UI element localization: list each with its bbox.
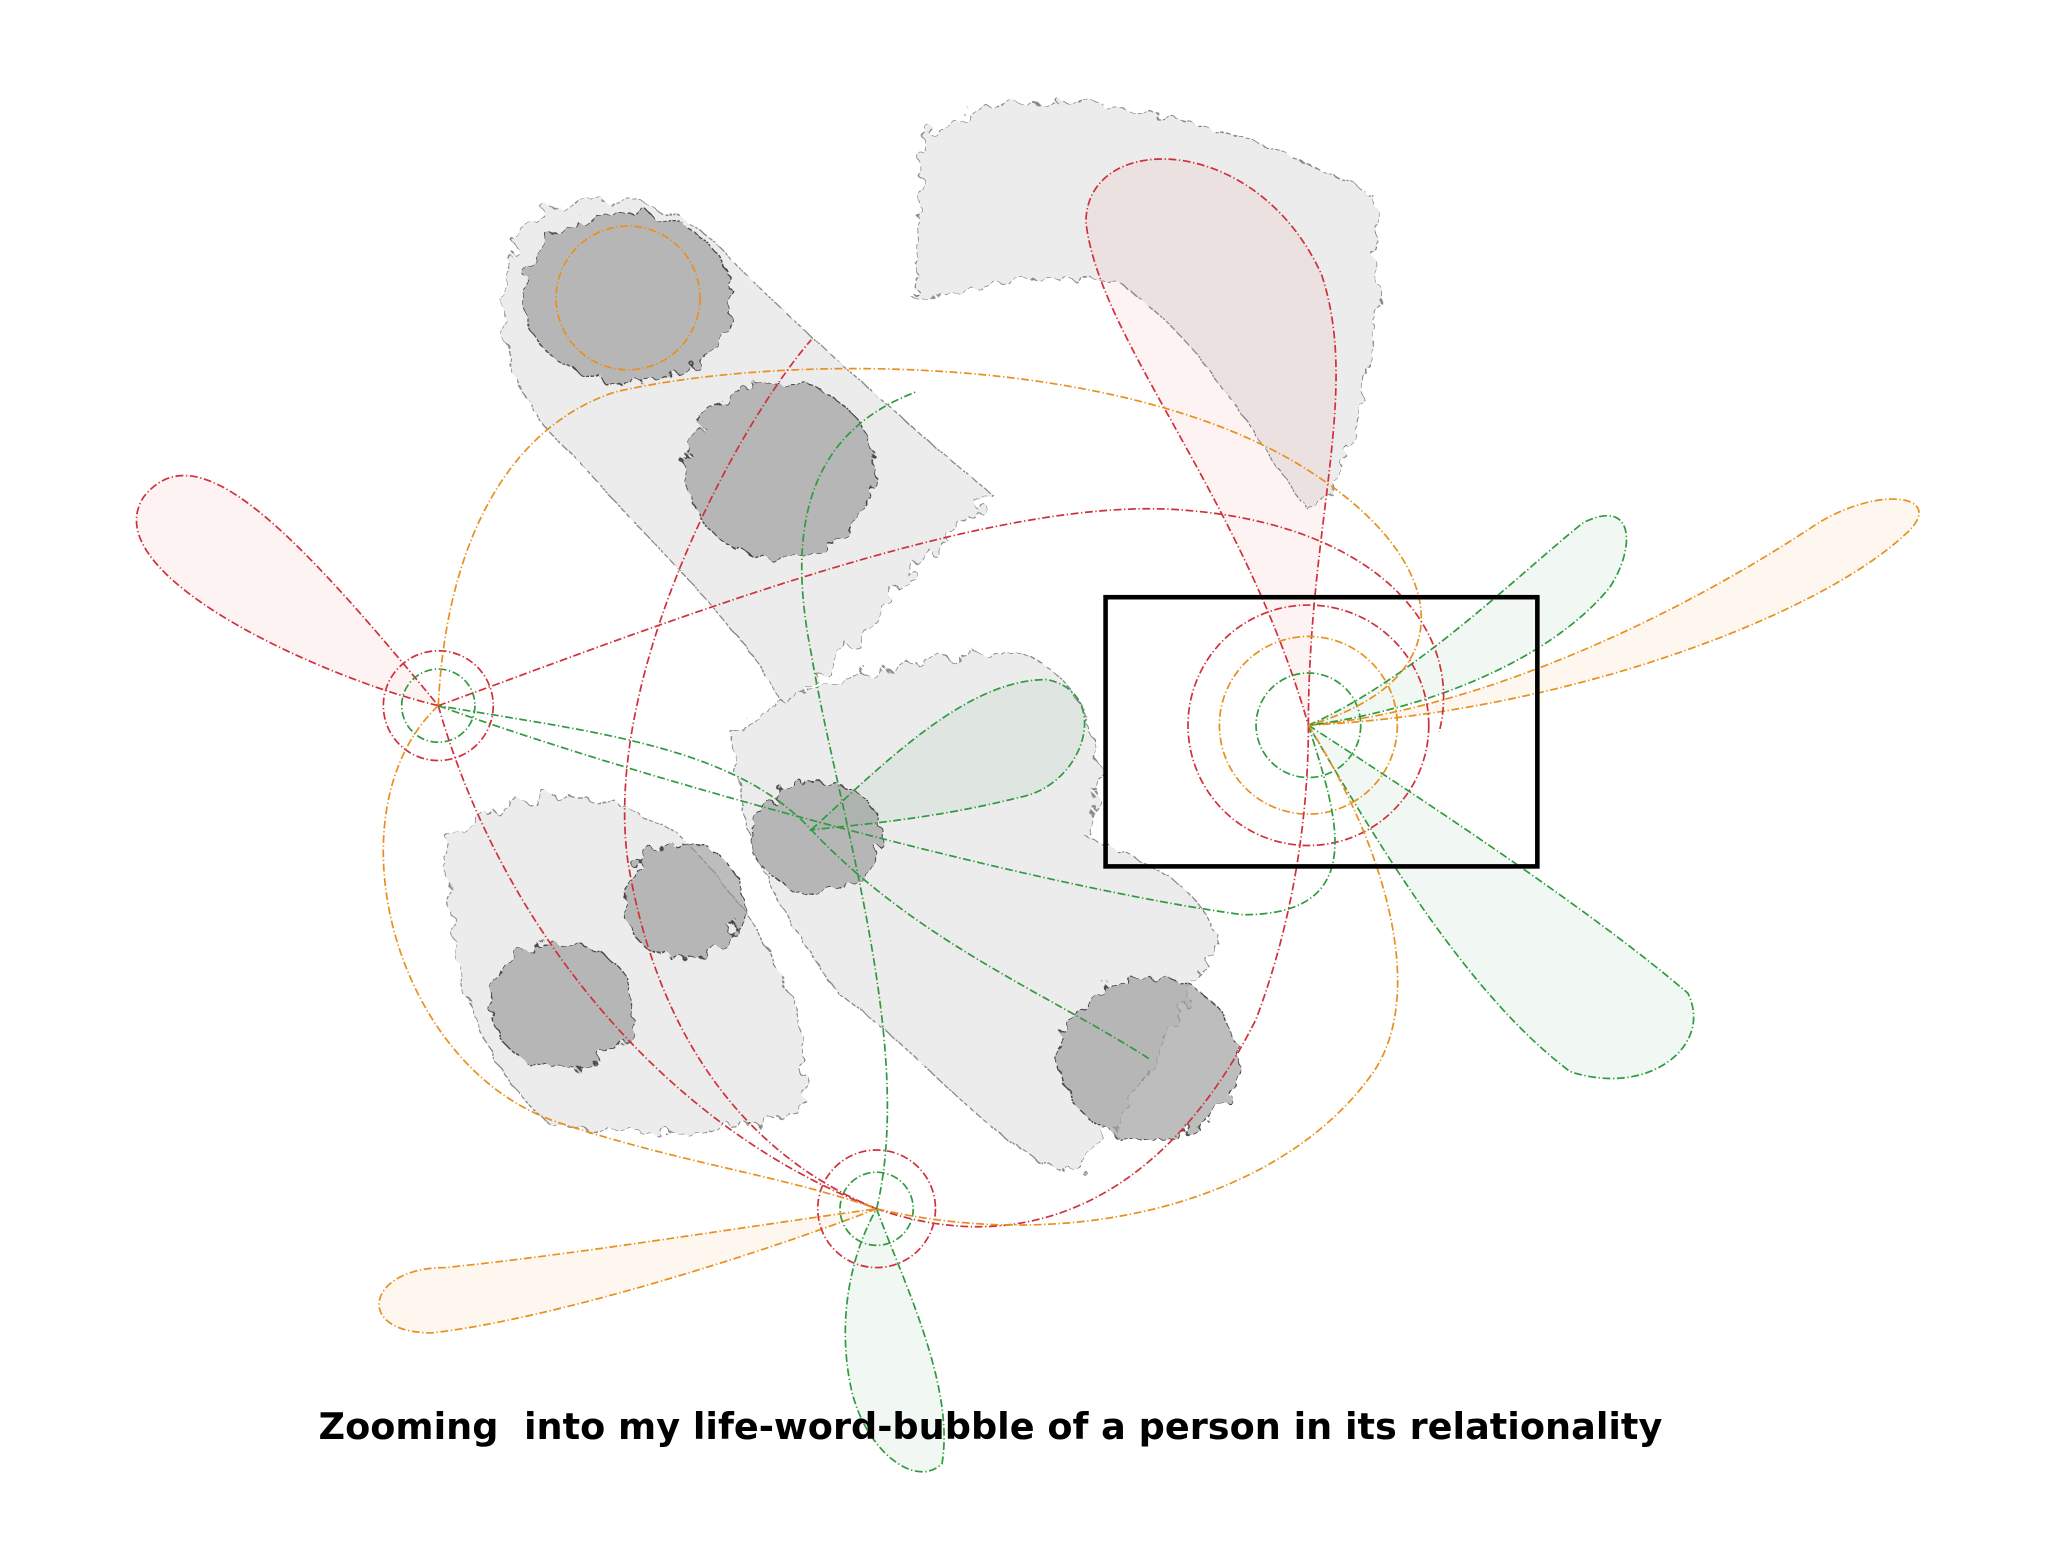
artwork: Zooming into my life-word-bubble of a pe…	[0, 0, 2045, 1542]
blob	[445, 797, 804, 1132]
dark-blob	[624, 843, 742, 961]
red-petal	[1086, 159, 1336, 725]
caption: Zooming into my life-word-bubble of a pe…	[319, 1405, 1663, 1448]
page: Zooming into my life-word-bubble of a pe…	[0, 0, 2045, 1542]
red-petal	[136, 476, 438, 706]
dark-blob	[491, 943, 635, 1068]
dark-blob	[686, 382, 874, 560]
dark-blob	[523, 213, 732, 383]
green-petal	[1308, 725, 1693, 1078]
orange-petal	[379, 1209, 877, 1333]
